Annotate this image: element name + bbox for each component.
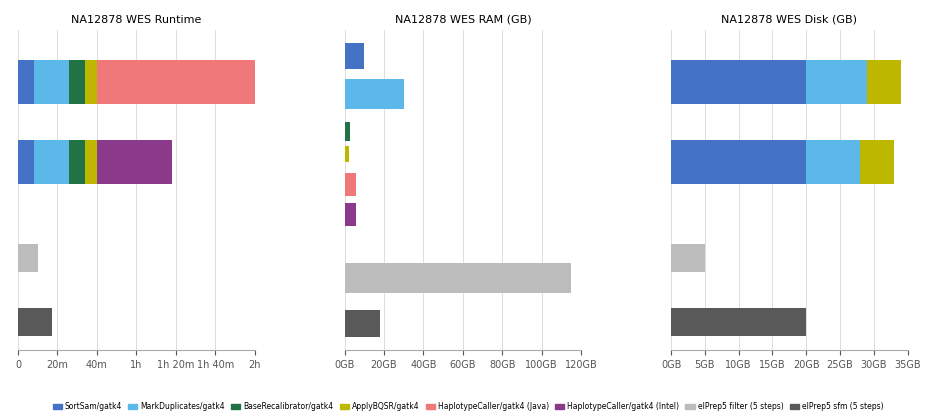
Bar	[69, 140, 85, 184]
Bar	[867, 60, 901, 104]
Bar	[344, 173, 357, 196]
Title: NA12878 WES RAM (GB): NA12878 WES RAM (GB)	[395, 15, 532, 25]
Bar	[344, 122, 350, 141]
Bar	[34, 140, 69, 184]
Title: NA12878 WES Disk (GB): NA12878 WES Disk (GB)	[722, 15, 857, 25]
Bar	[85, 60, 97, 104]
Bar	[18, 60, 34, 104]
Bar	[671, 308, 806, 336]
Title: NA12878 WES Runtime: NA12878 WES Runtime	[71, 15, 201, 25]
Bar	[344, 79, 403, 109]
Bar	[806, 140, 860, 184]
Bar	[806, 60, 867, 104]
Bar	[671, 244, 705, 272]
Bar	[344, 203, 357, 226]
Bar	[344, 263, 571, 293]
Bar	[97, 140, 172, 184]
Bar	[85, 140, 97, 184]
Bar	[18, 244, 37, 272]
Bar	[97, 60, 255, 104]
Bar	[344, 43, 364, 69]
Bar	[671, 60, 806, 104]
Bar	[18, 140, 34, 184]
Bar	[860, 140, 894, 184]
Bar	[671, 140, 806, 184]
Bar	[34, 60, 69, 104]
Legend: SortSam/gatk4, MarkDuplicates/gatk4, BaseRecalibrator/gatk4, ApplyBQSR/gatk4, Ha: SortSam/gatk4, MarkDuplicates/gatk4, Bas…	[50, 399, 886, 414]
Bar	[18, 308, 51, 336]
Bar	[344, 146, 348, 163]
Bar	[344, 310, 380, 336]
Bar	[69, 60, 85, 104]
